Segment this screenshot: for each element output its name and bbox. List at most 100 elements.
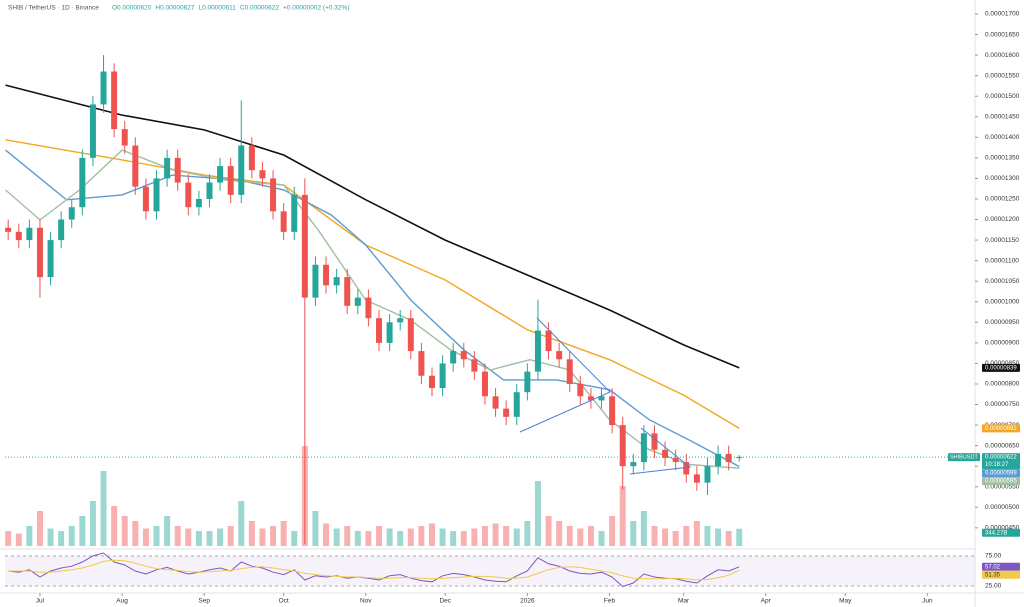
candle-body xyxy=(354,297,361,306)
candle-body xyxy=(227,166,234,195)
symbol-tag-label: SHIBUSDT xyxy=(950,455,978,461)
y-tick-label: 0.00001350 xyxy=(985,155,1020,162)
y-tick-label: 0.00001700 xyxy=(985,11,1020,18)
x-tick-label: Dec xyxy=(439,598,451,605)
candle-body xyxy=(259,170,266,179)
rsi-line xyxy=(8,559,740,581)
candle-body xyxy=(651,433,658,450)
price-tag xyxy=(982,424,1020,433)
volume-bar xyxy=(47,528,54,546)
y-tick-label: 0.00001300 xyxy=(985,175,1020,182)
volume-bar xyxy=(132,521,139,546)
price-tag-label: 0.00000622 xyxy=(985,455,1017,461)
candle-body xyxy=(609,396,616,426)
volume-bar xyxy=(164,516,171,546)
candle-body xyxy=(556,351,563,360)
x-tick-label: Oct xyxy=(279,598,289,605)
volume-bar xyxy=(238,501,245,546)
candle-body xyxy=(15,231,22,241)
price-tag-label: 0.00000599 xyxy=(985,471,1017,477)
volume-bar xyxy=(619,486,626,546)
moving-average xyxy=(5,149,740,469)
y-tick-label: 0.00000900 xyxy=(985,340,1020,347)
volume-bar xyxy=(534,481,541,546)
rsi-tag xyxy=(982,570,1020,579)
volume-bar xyxy=(577,528,584,546)
candle-body xyxy=(577,383,584,397)
volume-bar xyxy=(323,523,330,546)
candle-body xyxy=(662,449,669,458)
candle-body xyxy=(503,408,510,417)
x-tick-label: Aug xyxy=(116,598,128,605)
candle-body xyxy=(301,194,308,298)
volume-bar xyxy=(100,471,107,546)
volume-bar xyxy=(407,528,414,546)
volume-bar xyxy=(715,528,722,546)
rsi-tag xyxy=(982,562,1020,571)
candle-body xyxy=(121,129,128,146)
candle-body xyxy=(333,277,340,286)
volume-bar xyxy=(153,526,160,546)
candle-body xyxy=(598,396,605,401)
candle-body xyxy=(195,198,202,208)
header-value: +0.00000002 (+0.32%) xyxy=(283,5,350,12)
volume-bar xyxy=(566,526,573,546)
volume-bar xyxy=(217,528,224,546)
candle-body xyxy=(386,322,393,343)
candle-body xyxy=(450,351,457,364)
y-tick-label: 0.00000500 xyxy=(985,504,1020,511)
volume-bar xyxy=(704,526,711,546)
y-tick-label: 0.00001550 xyxy=(985,72,1020,79)
candle-body xyxy=(715,453,722,467)
y-tick-label: 0.00000550 xyxy=(985,483,1020,490)
rsi-band xyxy=(5,556,975,586)
candle-body xyxy=(365,297,372,319)
candle-body xyxy=(323,264,330,286)
candle-body xyxy=(418,351,425,376)
volume-tag-label: 344.27B xyxy=(985,530,1007,536)
volume-bar xyxy=(344,526,351,546)
volume-bar xyxy=(556,521,563,546)
price-tag xyxy=(982,453,1020,470)
moving-average xyxy=(5,149,740,468)
x-tick-label: May xyxy=(839,598,852,605)
x-tick-label: Feb xyxy=(604,598,616,605)
volume-bar xyxy=(672,531,679,546)
candle-body xyxy=(640,433,647,463)
trendlines xyxy=(519,317,692,475)
y-tick-label: 0.00001400 xyxy=(985,134,1020,141)
rsi-tag-label: 57.02 xyxy=(985,564,1001,570)
triangle-pattern xyxy=(519,317,611,433)
candle-body xyxy=(693,474,700,483)
candle-body xyxy=(174,157,181,183)
volume-bar xyxy=(386,528,393,546)
volume-bar xyxy=(609,516,616,546)
symbol-tag xyxy=(948,453,980,462)
header-value: O0.00000620 xyxy=(112,5,152,12)
volume-bar xyxy=(693,521,700,546)
countdown: 10:18:27 xyxy=(985,462,1009,468)
header-value: C0.00000622 xyxy=(240,5,279,12)
plot: 0.00001700 0.00001650 0.00001600 0.00001550… xyxy=(5,11,1020,605)
volume-bar xyxy=(79,516,86,546)
y-tick-label: 0.00001050 xyxy=(985,278,1020,285)
volume-bar xyxy=(248,521,255,546)
candle-body xyxy=(630,462,637,467)
candle-body xyxy=(217,166,224,183)
y-tick-label: 0.00001150 xyxy=(985,237,1019,244)
volume-bar xyxy=(630,521,637,546)
volume-bar xyxy=(471,528,478,546)
volume-bar xyxy=(587,526,594,546)
candle-body xyxy=(142,186,149,212)
volume-bar xyxy=(15,533,22,546)
volume-bar xyxy=(513,528,520,546)
candle-body xyxy=(248,145,255,171)
volume-bar xyxy=(68,526,75,546)
candle-body xyxy=(471,359,478,372)
candle-body xyxy=(534,330,541,372)
rsi-tag-label: 51.35 xyxy=(985,572,1001,578)
candle-body xyxy=(238,145,245,195)
